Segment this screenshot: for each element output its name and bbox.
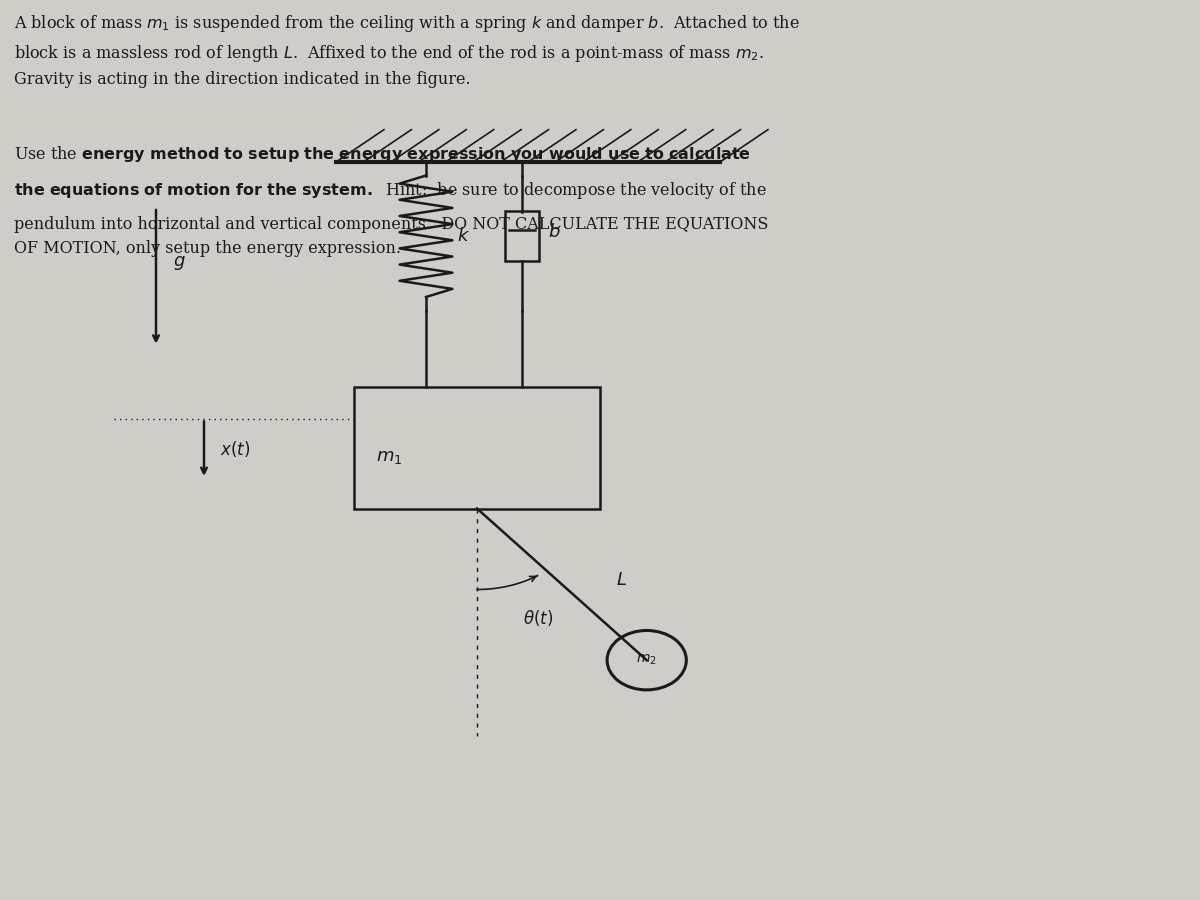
Text: pendulum into horizontal and vertical components.  DO NOT CALCULATE THE EQUATION: pendulum into horizontal and vertical co… bbox=[14, 216, 769, 257]
Text: $g$: $g$ bbox=[173, 254, 186, 272]
Bar bbox=[354, 387, 600, 508]
Text: $b$: $b$ bbox=[548, 223, 560, 240]
Text: $\theta(t)$: $\theta(t)$ bbox=[522, 608, 553, 627]
Text: $m_2$: $m_2$ bbox=[636, 653, 658, 668]
Text: $\bf{the\ equations\ of\ motion\ for\ the\ system.}$  Hint:  be sure to decompos: $\bf{the\ equations\ of\ motion\ for\ th… bbox=[14, 180, 767, 201]
Text: $L$: $L$ bbox=[616, 571, 626, 589]
Bar bbox=[505, 212, 539, 261]
Text: A block of mass $m_1$ is suspended from the ceiling with a spring $k$ and damper: A block of mass $m_1$ is suspended from … bbox=[14, 14, 800, 88]
Text: $k$: $k$ bbox=[457, 227, 470, 245]
Text: $m_1$: $m_1$ bbox=[376, 448, 402, 466]
Text: $x(t)$: $x(t)$ bbox=[220, 438, 250, 459]
Text: Use the $\bf{energy\ method\ to\ setup\ the\ energy\ expression\ you\ would\ use: Use the $\bf{energy\ method\ to\ setup\ … bbox=[14, 144, 751, 164]
